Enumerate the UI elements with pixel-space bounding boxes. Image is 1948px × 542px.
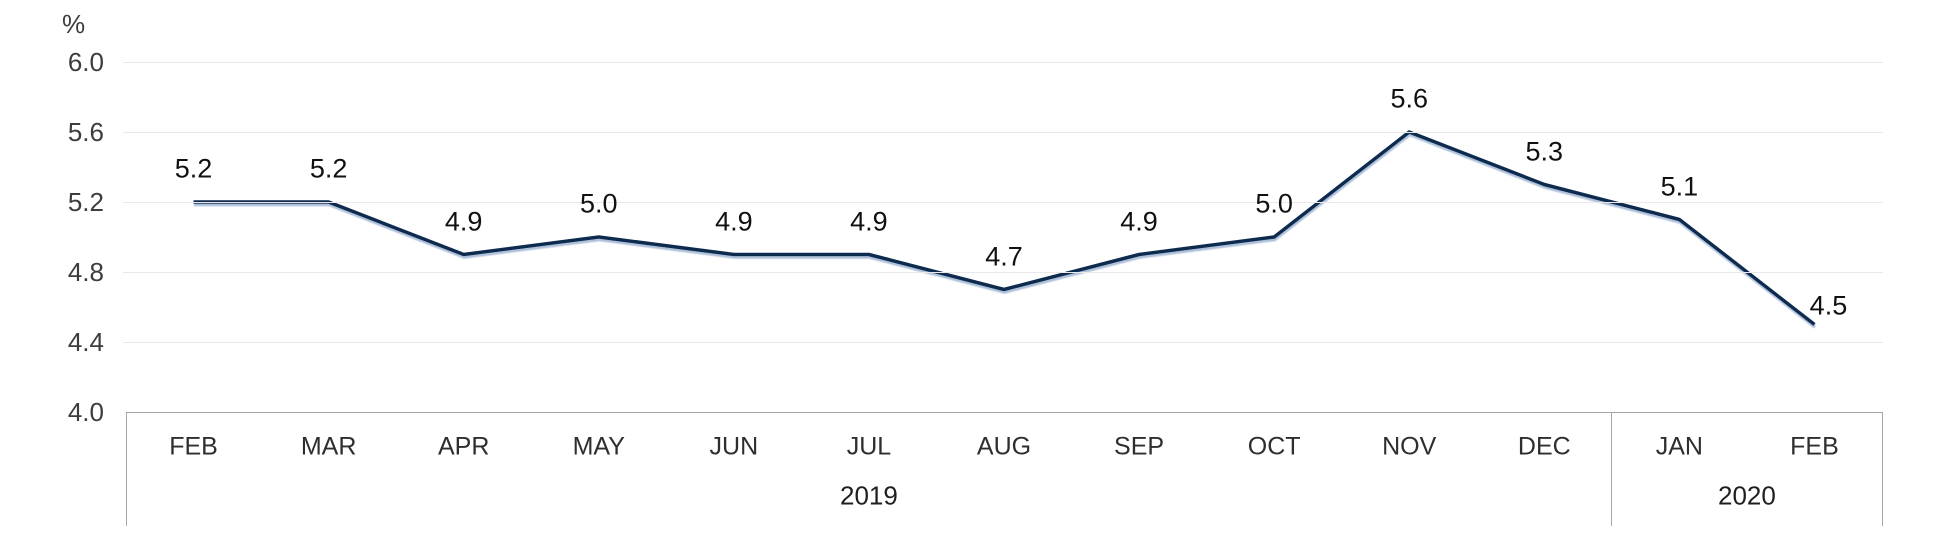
month-label: FEB <box>1790 432 1839 461</box>
data-point-label: 4.9 <box>715 206 753 236</box>
y-tick-label: 4.4 <box>67 327 104 357</box>
x-axis-line <box>126 412 1882 413</box>
month-label: APR <box>437 432 490 461</box>
y-tick-label: 4.8 <box>67 257 104 287</box>
data-point-label: 5.1 <box>1660 171 1699 201</box>
month-label: DEC <box>1517 432 1571 461</box>
gridline <box>123 271 1883 273</box>
data-point-label: 5.0 <box>579 188 618 219</box>
y-tick-label: 4.0 <box>67 397 104 427</box>
y-axis-unit-label: % <box>62 9 86 39</box>
gridline <box>123 61 1883 63</box>
gridline <box>123 131 1883 133</box>
data-point-label: 5.3 <box>1525 136 1564 166</box>
month-label: FEB <box>169 432 218 461</box>
y-tick-label: 5.2 <box>67 187 104 217</box>
month-label: JUL <box>846 432 892 461</box>
data-point-label: 5.2 <box>174 153 213 184</box>
year-label: 2019 <box>840 480 898 511</box>
data-point-label: 4.5 <box>1809 290 1848 320</box>
year-label: 2020 <box>1718 480 1776 511</box>
month-label: MAY <box>572 432 625 461</box>
month-label: JAN <box>1655 432 1703 461</box>
data-point-label: 4.9 <box>444 206 483 236</box>
month-label: OCT <box>1247 432 1301 461</box>
data-point-label: 4.9 <box>1120 206 1158 236</box>
axis-table-border <box>1881 412 1883 526</box>
gridline <box>123 341 1883 343</box>
y-tick-label: 6.0 <box>67 47 104 77</box>
month-label: AUG <box>976 432 1032 461</box>
month-label: SEP <box>1114 432 1165 461</box>
data-point-label: 4.7 <box>985 241 1023 271</box>
data-point-label: 5.2 <box>309 153 348 184</box>
axis-table-border <box>125 412 127 526</box>
series-line <box>193 130 1816 326</box>
month-label: NOV <box>1382 432 1437 461</box>
axis-table-border <box>1611 412 1613 526</box>
month-label: MAR <box>300 432 357 461</box>
data-point-label: 4.9 <box>850 206 888 236</box>
y-tick-label: 5.6 <box>67 117 104 147</box>
gridline <box>123 201 1883 203</box>
data-point-label: 5.0 <box>1255 188 1293 219</box>
data-point-label: 5.6 <box>1390 83 1428 114</box>
month-label: JUN <box>709 432 759 461</box>
